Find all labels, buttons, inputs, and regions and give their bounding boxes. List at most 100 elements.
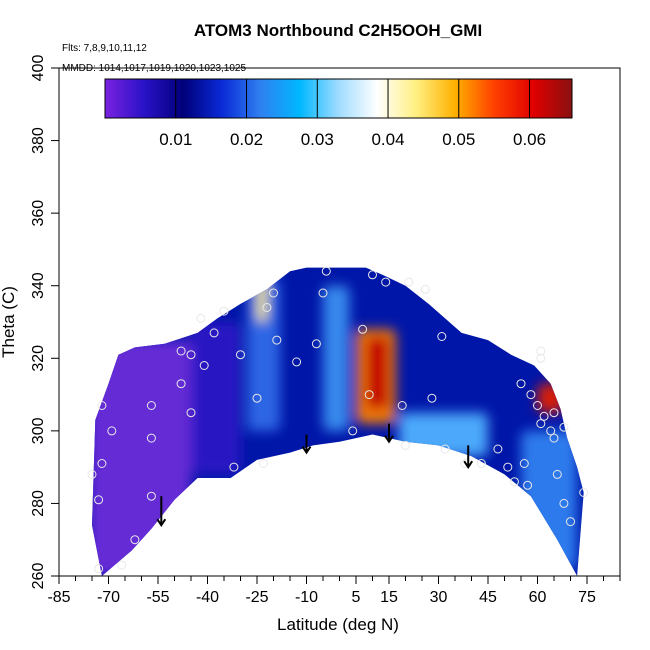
down-arrow-marker — [384, 423, 394, 444]
observation-point — [199, 361, 209, 370]
field-patch-0 — [92, 340, 191, 576]
x-tick-label: 60 — [529, 589, 547, 606]
observation-point — [546, 426, 556, 436]
observation-point — [321, 266, 331, 276]
observation-point — [401, 440, 410, 450]
x-tick-label: -40 — [196, 589, 219, 606]
observation-point — [94, 564, 104, 574]
observation-point — [579, 488, 589, 497]
observation-point — [236, 350, 245, 360]
x-axis-label: Latitude (deg N) — [277, 615, 399, 634]
observation-points — [87, 266, 589, 574]
field-patch-1 — [191, 322, 241, 475]
observation-point — [358, 324, 368, 334]
down-arrow-marker — [156, 496, 167, 528]
x-tick-label: 15 — [380, 589, 398, 606]
field-patch-9 — [537, 383, 564, 413]
y-tick-label: 300 — [30, 417, 47, 444]
observation-point — [311, 339, 321, 349]
colorbar-tick-label: 0.06 — [513, 130, 546, 149]
observation-point — [146, 433, 156, 443]
observation-point — [364, 390, 374, 400]
x-tick-label: 75 — [578, 589, 596, 606]
observation-point — [404, 277, 414, 287]
observation-point — [539, 411, 549, 421]
observation-point — [186, 408, 196, 418]
observation-point — [509, 477, 519, 487]
x-tick-label: -25 — [245, 589, 268, 606]
observation-point — [420, 284, 430, 294]
x-tick-label: -85 — [47, 589, 70, 606]
y-tick-label: 380 — [30, 127, 47, 154]
y-axis-label: Theta (C) — [0, 286, 18, 358]
observation-point — [536, 419, 546, 429]
colorbar-tick-label: 0.03 — [301, 130, 334, 149]
observation-point — [348, 426, 358, 436]
observation-point — [549, 433, 559, 443]
observation-point — [368, 270, 377, 280]
observation-point — [533, 401, 542, 410]
y-tick-label: 360 — [30, 200, 47, 227]
observation-point — [519, 459, 529, 468]
observation-point — [176, 379, 186, 389]
x-tick-label: 45 — [479, 589, 497, 606]
colorbar-tick-label: 0.01 — [159, 130, 192, 149]
observation-point — [559, 498, 569, 508]
field-patch-3 — [323, 285, 350, 431]
observation-point — [523, 480, 533, 490]
observation-point — [252, 393, 262, 403]
flights-note: Flts: 7,8,9,10,11,12 — [62, 43, 147, 54]
colorbar: 0.01 0.02 0.03 0.04 0.05 0.06 — [104, 78, 573, 149]
observation-point — [107, 426, 117, 436]
observation-point — [97, 459, 107, 468]
observation-point — [381, 277, 391, 287]
field-patch-7 — [398, 412, 488, 457]
y-tick-label: 400 — [30, 55, 47, 82]
arrow-markers — [156, 423, 474, 528]
observation-point — [549, 408, 559, 418]
colorbar-fill — [104, 78, 573, 119]
observation-point — [196, 313, 206, 323]
field-patch-8 — [521, 430, 578, 569]
observation-point — [130, 535, 140, 545]
chart-title: ATOM3 Northbound C2H5OOH_GMI — [194, 21, 482, 40]
y-tick-label: 320 — [30, 345, 47, 372]
observation-point — [94, 495, 104, 505]
observation-point — [427, 393, 437, 403]
observation-point — [437, 332, 447, 341]
observation-point — [536, 346, 546, 356]
observation-point — [209, 328, 219, 338]
observation-point — [146, 401, 156, 410]
y-tick-label: 280 — [30, 490, 47, 517]
observation-point — [219, 306, 229, 316]
observation-point — [229, 462, 239, 472]
colorbar-tick-label: 0.05 — [442, 130, 475, 149]
colorbar-tick-label: 0.02 — [230, 130, 263, 149]
observation-point — [493, 444, 503, 454]
observation-point — [536, 353, 546, 363]
down-arrow-marker — [463, 445, 474, 469]
y-axis: 260 280 300 320 340 360 380 400 — [30, 55, 59, 590]
observation-point — [259, 459, 269, 468]
colorbar-tick-label: 0.04 — [371, 130, 404, 149]
observation-point — [440, 444, 450, 454]
x-tick-label: -70 — [97, 589, 120, 606]
observation-point — [269, 288, 278, 298]
observation-point — [526, 390, 536, 400]
observation-point — [87, 469, 97, 479]
observation-point — [397, 401, 407, 410]
field-patch-4 — [257, 278, 267, 322]
observation-point — [559, 422, 569, 432]
field-patch-2 — [247, 278, 281, 431]
x-axis: -85 -70 -55 -40 -25 -10 5 15 30 45 60 75 — [47, 576, 621, 606]
observation-point — [292, 357, 302, 367]
observation-point — [272, 335, 282, 345]
observation-point — [318, 288, 328, 298]
x-tick-label: 30 — [430, 589, 448, 606]
down-arrow-marker — [301, 434, 312, 455]
y-tick-label: 260 — [30, 563, 47, 590]
observation-point — [516, 379, 526, 389]
observation-point — [97, 401, 107, 410]
observation-point — [552, 469, 562, 479]
